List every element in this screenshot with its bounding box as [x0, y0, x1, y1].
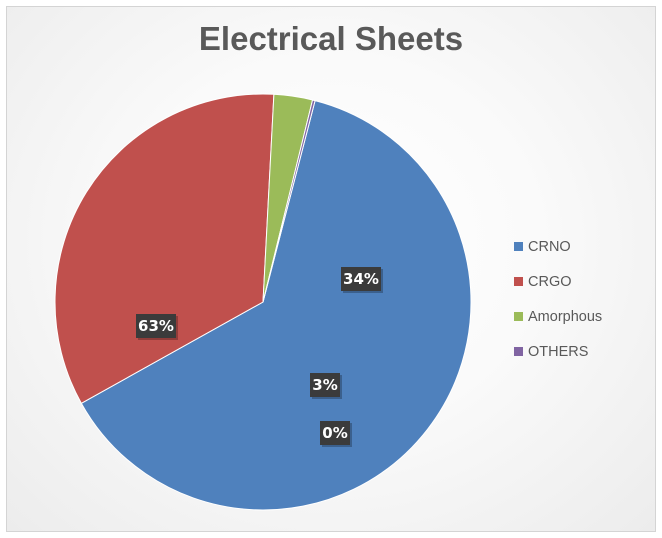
data-label-box — [320, 421, 350, 445]
legend-swatch-crgo — [514, 277, 523, 286]
legend-label: CRGO — [528, 273, 572, 290]
pie-slice-crgo[interactable] — [54, 93, 275, 405]
data-label-text: 34% — [343, 270, 379, 288]
data-label-crno: 63% — [136, 314, 178, 340]
data-label-text: 3% — [312, 376, 337, 394]
legend-item-crno[interactable]: CRNO — [514, 237, 654, 256]
legend-swatch-crno — [514, 242, 523, 251]
legend: CRNO CRGO Amorphous OTHERS — [514, 237, 654, 377]
chart-title: Electrical Sheets — [198, 20, 464, 57]
data-label-crgo: 34% — [341, 267, 383, 293]
legend-item-others[interactable]: OTHERS — [514, 342, 654, 361]
pie-slice-crno[interactable] — [80, 100, 472, 511]
legend-label: Amorphous — [528, 308, 603, 325]
legend-item-amorphous[interactable]: Amorphous — [514, 307, 654, 326]
data-label-box — [136, 314, 176, 338]
data-label-amorphous: 3% — [310, 373, 342, 399]
legend-item-crgo[interactable]: CRGO — [514, 272, 654, 291]
legend-swatch-amorphous — [514, 312, 523, 321]
legend-swatch-others — [514, 347, 523, 356]
legend-label: OTHERS — [528, 343, 589, 360]
data-label-box — [310, 373, 340, 397]
data-label-text: 0% — [322, 424, 347, 442]
data-label-others: 0% — [320, 421, 352, 447]
pie-slice-others[interactable] — [262, 99, 316, 303]
data-label-text: 63% — [138, 317, 174, 335]
data-label-box — [341, 267, 381, 291]
legend-label: CRNO — [528, 238, 571, 255]
